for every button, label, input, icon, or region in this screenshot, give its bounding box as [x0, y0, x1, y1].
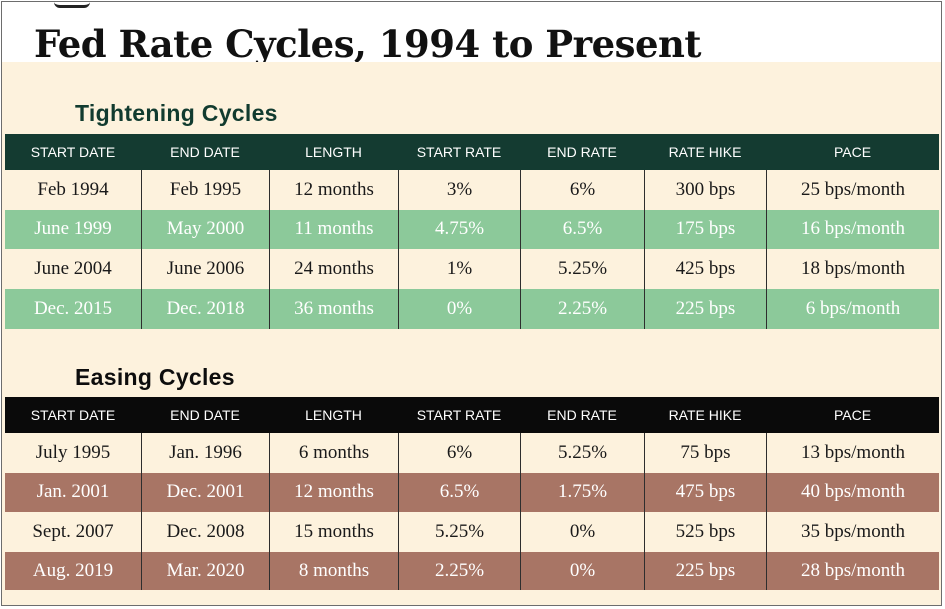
- table-cell: 5.25%: [520, 249, 644, 289]
- table-cell: Aug. 2019: [5, 551, 141, 590]
- table-cell: 6%: [520, 170, 644, 210]
- easing-table: START DATE END DATE LENGTH START RATE EN…: [5, 397, 939, 590]
- table-cell: July 1995: [35, 441, 111, 463]
- column-header: END RATE: [520, 397, 644, 433]
- table-cell: Feb 1995: [141, 170, 269, 210]
- table-cell: Jan. 1996: [141, 433, 269, 473]
- column-header: RATE HIKE: [644, 397, 766, 433]
- column-header: START RATE: [398, 134, 520, 170]
- table-cell: Feb 1994: [37, 178, 109, 200]
- table-cell: 11 months: [269, 209, 398, 249]
- table-cell: 300 bps: [644, 170, 766, 210]
- table-cell: 475 bps: [644, 472, 766, 512]
- table-cell: 28 bps/month: [766, 551, 939, 590]
- table-cell: 6.5%: [398, 472, 520, 512]
- table-cell: 8 months: [269, 551, 398, 590]
- table-cell: Mar. 2020: [141, 551, 269, 590]
- column-header: PACE: [766, 134, 939, 170]
- column-header: END DATE: [141, 397, 269, 433]
- table-cell: Dec. 2001: [141, 472, 269, 512]
- table-cell: 15 months: [269, 512, 398, 552]
- table-cell: Dec. 2015: [5, 288, 141, 329]
- easing-heading: Easing Cycles: [75, 364, 235, 390]
- table-cell: 0%: [520, 551, 644, 590]
- table-cell: 6 bps/month: [766, 288, 939, 329]
- table-cell: 175 bps: [644, 209, 766, 249]
- table-cell: 16 bps/month: [766, 209, 939, 249]
- table-cell: 3%: [398, 170, 520, 210]
- column-header: LENGTH: [269, 397, 398, 433]
- cropped-mark: [54, 2, 90, 8]
- table-cell: 25 bps/month: [766, 170, 939, 210]
- table-cell: 35 bps/month: [766, 512, 939, 552]
- table-cell: 18 bps/month: [766, 249, 939, 289]
- column-header: END RATE: [520, 134, 644, 170]
- table-cell: 75 bps: [644, 433, 766, 473]
- table-cell: 4.75%: [398, 209, 520, 249]
- table-cell: 12 months: [269, 472, 398, 512]
- column-header: START DATE: [5, 134, 141, 170]
- table-cell: 1%: [398, 249, 520, 289]
- table-cell: May 2000: [141, 209, 269, 249]
- page-title: Fed Rate Cycles, 1994 to Present: [34, 22, 702, 66]
- table-cell: Sept. 2007: [32, 520, 114, 542]
- column-header: PACE: [766, 397, 939, 433]
- table-cell: 6 months: [269, 433, 398, 473]
- table-cell: 225 bps: [644, 288, 766, 329]
- table-cell: 6%: [398, 433, 520, 473]
- table-cell: 2.25%: [398, 551, 520, 590]
- table-cell: 0%: [520, 512, 644, 552]
- column-header: END DATE: [141, 134, 269, 170]
- column-header: START DATE: [5, 397, 141, 433]
- table-cell: 40 bps/month: [766, 472, 939, 512]
- table-cell: 12 months: [269, 170, 398, 210]
- table-cell: 6.5%: [520, 209, 644, 249]
- table-cell: 36 months: [269, 288, 398, 329]
- table-cell: Dec. 2008: [141, 512, 269, 552]
- table-cell: Jan. 2001: [5, 472, 141, 512]
- table-cell: 13 bps/month: [766, 433, 939, 473]
- table-cell: June 2006: [141, 249, 269, 289]
- table-cell: June 1999: [5, 209, 141, 249]
- tightening-heading: Tightening Cycles: [75, 100, 278, 126]
- table-cell: Dec. 2018: [141, 288, 269, 329]
- table-cell: 225 bps: [644, 551, 766, 590]
- column-header: START RATE: [398, 397, 520, 433]
- table-cell: 24 months: [269, 249, 398, 289]
- table-cell: 5.25%: [520, 433, 644, 473]
- table-cell: 525 bps: [644, 512, 766, 552]
- table-cell: 1.75%: [520, 472, 644, 512]
- table-cell: 2.25%: [520, 288, 644, 329]
- table-cell: 5.25%: [398, 512, 520, 552]
- table-cell: June 2004: [34, 257, 112, 279]
- column-header: LENGTH: [269, 134, 398, 170]
- column-header: RATE HIKE: [644, 134, 766, 170]
- table-cell: 0%: [398, 288, 520, 329]
- table-cell: 425 bps: [644, 249, 766, 289]
- tightening-table: START DATE END DATE LENGTH START RATE EN…: [5, 134, 939, 329]
